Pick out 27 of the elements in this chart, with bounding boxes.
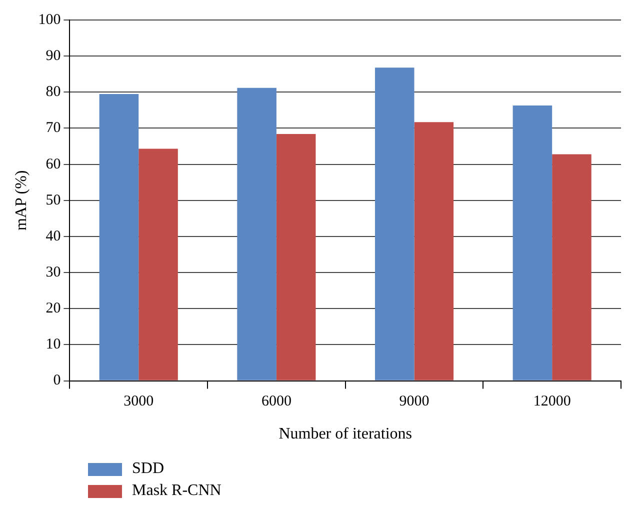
y-tick-label: 10 [46, 336, 61, 353]
y-tick-label: 50 [46, 192, 61, 208]
y-axis-title: mAP (%) [12, 170, 30, 231]
y-tick-label: 90 [46, 48, 61, 64]
bar [276, 134, 316, 380]
bar [414, 122, 454, 380]
bar [138, 148, 178, 380]
x-axis-title: Number of iterations [278, 426, 412, 443]
y-tick-label: 40 [46, 228, 61, 244]
legend-label: SDD [132, 460, 164, 478]
y-tick-label: 100 [38, 12, 61, 28]
y-tick-label: 80 [46, 84, 61, 100]
y-tick-label: 60 [46, 156, 61, 172]
x-tick-label: 12000 [533, 394, 571, 410]
y-tick-label: 20 [46, 300, 61, 317]
x-tick-label: 9000 [399, 394, 430, 410]
bar [374, 68, 414, 380]
y-tick-label: 30 [46, 264, 61, 280]
bar [512, 106, 552, 380]
bar [99, 94, 139, 380]
bar [552, 154, 592, 380]
bar [237, 88, 276, 380]
x-tick-label: 6000 [261, 394, 292, 410]
x-tick-label: 3000 [124, 394, 154, 410]
legend-label: Mask R-CNN [132, 482, 222, 500]
y-tick-label: 0 [53, 372, 61, 389]
y-tick-label: 70 [46, 120, 61, 136]
